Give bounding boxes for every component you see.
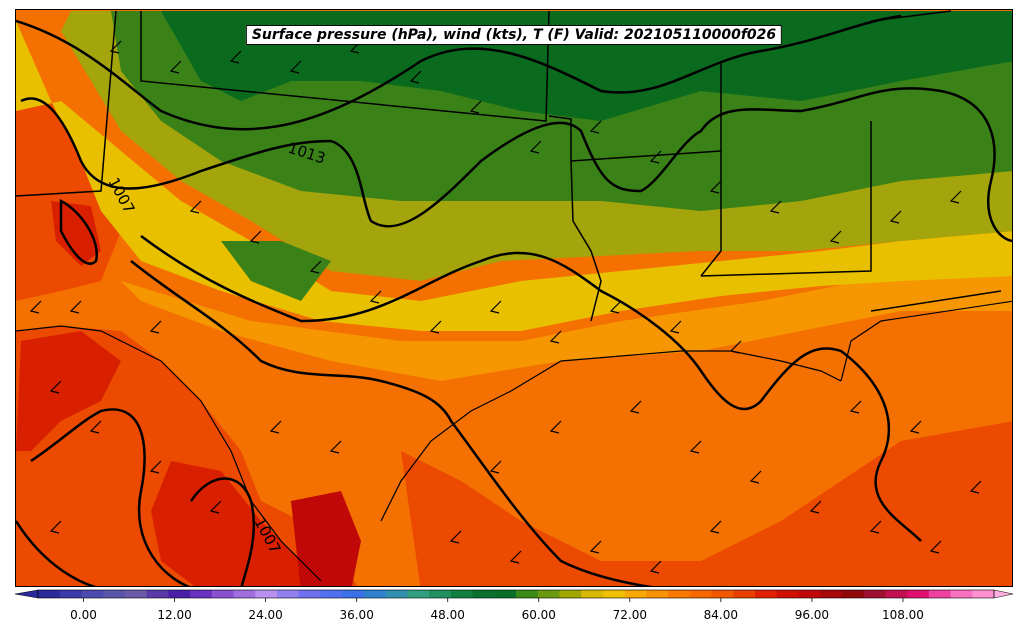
colorbar-swatch	[537, 590, 560, 598]
colorbar-swatch	[38, 590, 61, 598]
colorbar-swatch	[146, 590, 169, 598]
colorbar-swatch	[385, 590, 408, 598]
colorbar-swatch	[494, 590, 517, 598]
colorbar-swatch	[59, 590, 82, 598]
colorbar-swatch	[255, 590, 278, 598]
colorbar-swatch	[407, 590, 430, 598]
colorbar-swatch	[863, 590, 886, 598]
colorbar-tick-label: 24.00	[248, 608, 283, 622]
colorbar-swatch	[277, 590, 300, 598]
colorbar-tick-label: 96.00	[794, 608, 830, 622]
temperature-fill-band-light-orange	[121, 271, 1012, 381]
colorbar-swatch	[624, 590, 647, 598]
colorbar-extend-high	[993, 589, 1014, 599]
colorbar-swatch	[755, 590, 778, 598]
colorbar-swatch	[972, 590, 995, 598]
colorbar-swatch	[820, 590, 843, 598]
colorbar-swatch	[342, 590, 365, 598]
temperature-colorbar	[14, 589, 1014, 602]
colorbar-swatch	[668, 590, 691, 598]
colorbar-swatch	[429, 590, 452, 598]
colorbar-swatch	[190, 590, 213, 598]
colorbar-swatch	[298, 590, 321, 598]
colorbar-tick-label: 84.00	[703, 608, 739, 622]
colorbar-tick-label: 12.00	[157, 608, 192, 622]
colorbar-swatch	[841, 590, 865, 598]
colorbar-swatch	[733, 590, 756, 598]
wind-barbs	[29, 40, 982, 574]
colorbar-swatch	[646, 590, 669, 598]
colorbar-swatch	[472, 590, 495, 598]
colorbar-swatch	[211, 590, 235, 598]
colorbar-tick-label: 36.00	[339, 608, 374, 622]
colorbar-tick-label: 48.00	[430, 608, 465, 622]
temperature-fill-green-patch	[221, 241, 331, 301]
colorbar-extend-low	[14, 589, 39, 599]
colorbar-swatch	[776, 590, 799, 598]
colorbar-swatch	[103, 590, 126, 598]
state-boundaries	[16, 10, 1002, 322]
colorbar-tick-label: 0.00	[70, 608, 97, 622]
temperature-field-map: 1013 1007 1007	[16, 10, 1012, 586]
colorbar-swatch	[81, 590, 104, 598]
coastline	[16, 300, 1012, 582]
colorbar-swatch	[798, 590, 821, 598]
colorbar-swatch	[450, 590, 474, 598]
map-title: Surface pressure (hPa), wind (kts), T (F…	[245, 25, 783, 45]
colorbar-swatch	[363, 590, 387, 598]
temperature-fill-hot-4	[51, 201, 101, 266]
colorbar-swatch	[885, 590, 908, 598]
colorbar-swatch	[581, 590, 604, 598]
colorbar-swatch	[320, 590, 343, 598]
colorbar-tick-label: 108.00	[881, 608, 924, 622]
colorbar-swatch	[124, 590, 148, 598]
map-panel: 1013 1007 1007 Surface pressure (hPa), w…	[15, 9, 1013, 587]
colorbar-swatch	[928, 590, 952, 598]
colorbar-tick-label: 60.00	[521, 608, 556, 622]
temperature-fill-hot-1	[16, 331, 121, 451]
temperature-fill-warm-south	[401, 421, 1012, 586]
colorbar-swatch	[689, 590, 713, 598]
colorbar-swatch	[168, 590, 191, 598]
colorbar-frame	[37, 589, 995, 599]
colorbar-swatch	[516, 590, 539, 598]
colorbar-swatch	[602, 590, 626, 598]
colorbar-swatch	[907, 590, 930, 598]
temperature-fill-hot-2	[151, 461, 318, 586]
isobars	[16, 14, 1012, 586]
colorbar-swatch	[711, 590, 734, 598]
colorbar-swatch	[950, 590, 973, 598]
colorbar-swatch	[559, 590, 582, 598]
colorbar-swatch	[233, 590, 256, 598]
colorbar-tick-label: 72.00	[612, 608, 647, 622]
temperature-fill-hot-3	[291, 491, 361, 586]
